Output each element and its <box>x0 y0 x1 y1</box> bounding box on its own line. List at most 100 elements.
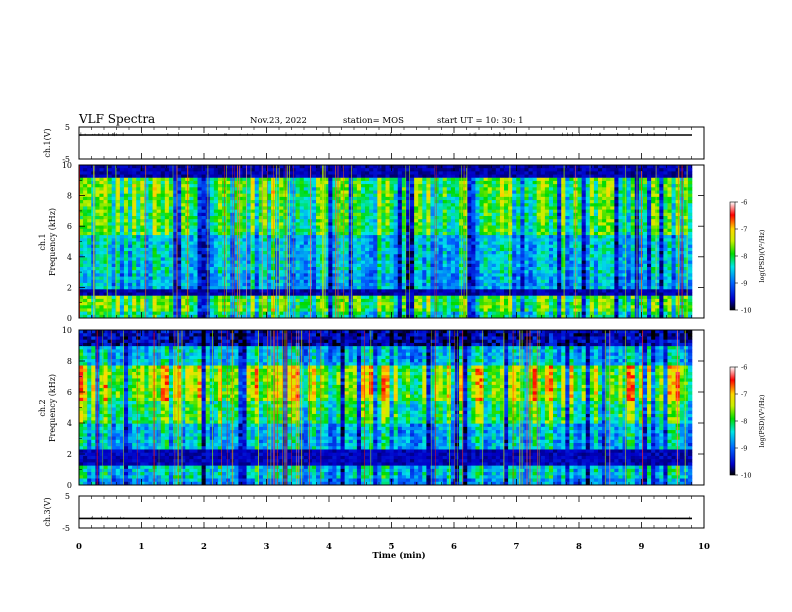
spectrogram-cell <box>336 209 341 214</box>
spectrogram-cell <box>414 267 419 271</box>
spectrogram-cell <box>348 228 354 233</box>
spectrogram-cell <box>512 251 517 255</box>
spectrogram-cell <box>107 168 112 172</box>
spectrogram-cell <box>651 216 656 220</box>
spectrogram-cell <box>373 168 378 172</box>
spectrogram-cell <box>172 238 178 242</box>
spectrogram-cell <box>438 257 444 261</box>
spectrogram-cell <box>99 203 104 207</box>
spectrogram-cell <box>87 206 92 210</box>
spectrogram-cell <box>622 260 627 265</box>
spectrogram-cell <box>565 165 570 169</box>
spectrogram-cell <box>573 177 578 182</box>
spectrogram-cell <box>397 187 403 191</box>
spectrogram-cell <box>671 206 676 210</box>
spectrogram-cell <box>213 238 219 242</box>
spectrogram-cell <box>487 247 493 252</box>
spectrogram-cell <box>491 216 497 220</box>
spectrogram-cell <box>344 171 350 175</box>
spectrogram-cell <box>487 222 493 226</box>
spectrogram-cell <box>626 203 631 207</box>
spectrogram-cell <box>540 187 546 191</box>
spectrogram-cell <box>189 203 194 207</box>
spectrogram-cell <box>136 225 141 230</box>
spectrogram-cell <box>328 209 333 214</box>
spectrogram-cell <box>593 190 599 194</box>
spectrogram-cell <box>504 196 509 201</box>
spectrogram-cell <box>397 168 403 172</box>
spectrogram-cell <box>687 219 693 223</box>
spectrogram-cell <box>303 206 309 210</box>
spectrogram-cell <box>610 222 615 226</box>
spectrogram-cell <box>675 174 681 179</box>
spectrogram-cell <box>614 257 619 261</box>
spectrogram-cell <box>123 228 129 233</box>
spectrogram-cell <box>385 184 390 188</box>
spectrogram-cell <box>426 244 431 249</box>
spectrogram-cell <box>687 251 693 255</box>
spectrogram-cell <box>675 209 681 214</box>
spectrogram-cell <box>217 206 223 210</box>
spectrogram-cell <box>144 177 149 182</box>
spectrogram-cell <box>536 222 542 226</box>
spectrogram-cell <box>279 247 284 252</box>
spectrogram-cell <box>516 235 521 239</box>
spectrogram-cell <box>520 251 525 255</box>
spectrogram-cell <box>434 212 439 217</box>
spectrogram-cell <box>622 257 627 261</box>
spectrogram-cell <box>316 187 321 191</box>
spectrogram-cell <box>487 174 493 179</box>
spectrogram-cell <box>459 225 464 230</box>
spectrogram-cell <box>381 174 386 179</box>
spectrogram-cell <box>316 251 321 255</box>
spectrogram-cell <box>164 247 170 252</box>
spectrogram-cell <box>242 219 247 223</box>
spectrogram-cell <box>213 184 219 188</box>
spectrogram-cell <box>414 174 419 179</box>
spectrogram-cell <box>254 267 260 271</box>
spectrogram-cell <box>589 216 595 220</box>
spectrogram-cell <box>675 251 681 255</box>
spectrogram-cell <box>598 180 603 185</box>
spectrogram-cell <box>528 216 533 220</box>
spectrogram-cell <box>438 190 444 194</box>
spectrogram-cell <box>115 196 121 201</box>
spectrogram-cell <box>622 241 627 245</box>
spectrogram-cell <box>483 254 488 258</box>
spectrogram-cell <box>340 219 345 223</box>
spectrogram-cell <box>189 241 194 245</box>
spectrogram-cell <box>344 212 350 217</box>
spectrogram-cell <box>168 177 174 182</box>
spectrogram-cell <box>385 171 390 175</box>
spectrogram-cell <box>675 184 681 188</box>
spectrogram-cell <box>410 212 415 217</box>
spectrogram-cell <box>675 263 681 268</box>
spectrogram-cell <box>348 263 354 268</box>
spectrogram-cell <box>189 171 194 175</box>
spectrogram-cell <box>479 241 484 245</box>
spectrogram-cell <box>136 168 141 172</box>
spectrogram-cell <box>499 241 505 245</box>
spectrogram-cell <box>487 238 493 242</box>
spectrogram-cell <box>675 200 681 204</box>
spectrogram-cell <box>418 257 423 261</box>
spectrogram-cell <box>87 251 92 255</box>
spectrogram-cell <box>79 177 84 182</box>
spectrogram-cell <box>279 219 284 223</box>
spectrogram-cell <box>544 174 550 179</box>
spectrogram-cell <box>475 247 480 252</box>
spectrogram-cell <box>332 244 337 249</box>
spectrogram-cell <box>152 254 157 258</box>
spectrogram-cell <box>577 200 582 204</box>
spectrogram-cell <box>504 171 509 175</box>
spectrogram-cell <box>262 257 268 261</box>
spectrogram-cell <box>581 222 587 226</box>
spectrogram-cell <box>581 216 587 220</box>
spectrogram-cell <box>675 257 681 261</box>
spectrogram-cell <box>418 177 423 182</box>
spectrogram-cell <box>369 241 374 245</box>
spectrogram-cell <box>132 216 137 220</box>
spectrogram-cell <box>226 165 231 169</box>
spectrogram-cell <box>671 241 676 245</box>
spectrogram-cell <box>675 247 681 252</box>
